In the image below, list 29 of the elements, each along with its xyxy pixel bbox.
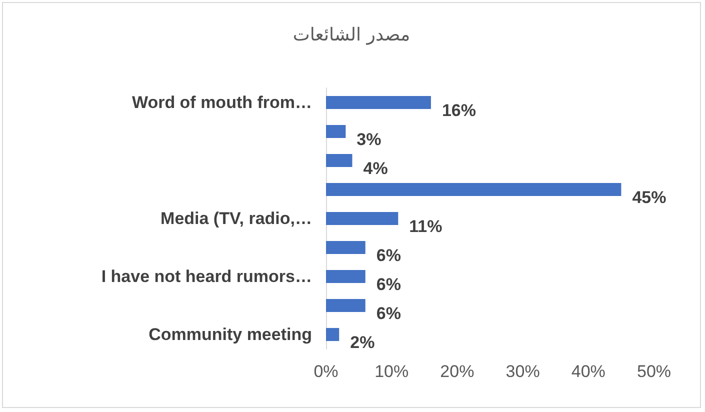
- bar: [326, 124, 346, 138]
- data-label: 3%: [356, 130, 382, 149]
- data-label: 16%: [442, 101, 476, 120]
- bar: [326, 154, 352, 168]
- bar: [326, 240, 366, 254]
- data-label: 6%: [376, 304, 401, 323]
- x-tick-label: 0%: [314, 362, 338, 381]
- y-tick-label: Media (TV, radio,…: [160, 209, 312, 228]
- bar: [326, 270, 366, 284]
- bar: [326, 182, 622, 196]
- data-label: 6%: [376, 275, 401, 294]
- x-tick-label: 40%: [571, 362, 606, 381]
- x-tick-label: 10%: [374, 362, 409, 381]
- x-tick-label: 30%: [506, 362, 540, 381]
- y-tick-label: Word of mouth from…: [132, 93, 312, 112]
- bar: [326, 298, 366, 312]
- bar: [326, 212, 398, 226]
- x-tick-label: 20%: [440, 362, 474, 381]
- data-label: 11%: [409, 217, 442, 236]
- data-label: 4%: [363, 159, 388, 178]
- data-label: 2%: [350, 333, 375, 352]
- x-tick-label: 50%: [636, 362, 672, 381]
- bar: [326, 96, 431, 110]
- data-label: 45%: [632, 188, 666, 207]
- data-label: 6%: [376, 246, 401, 265]
- y-tick-label: I have not heard rumors…: [101, 267, 312, 286]
- y-tick-label: Community meeting: [148, 325, 312, 344]
- chart-title: مصدر الشائعات: [292, 24, 410, 46]
- bar: [326, 328, 340, 342]
